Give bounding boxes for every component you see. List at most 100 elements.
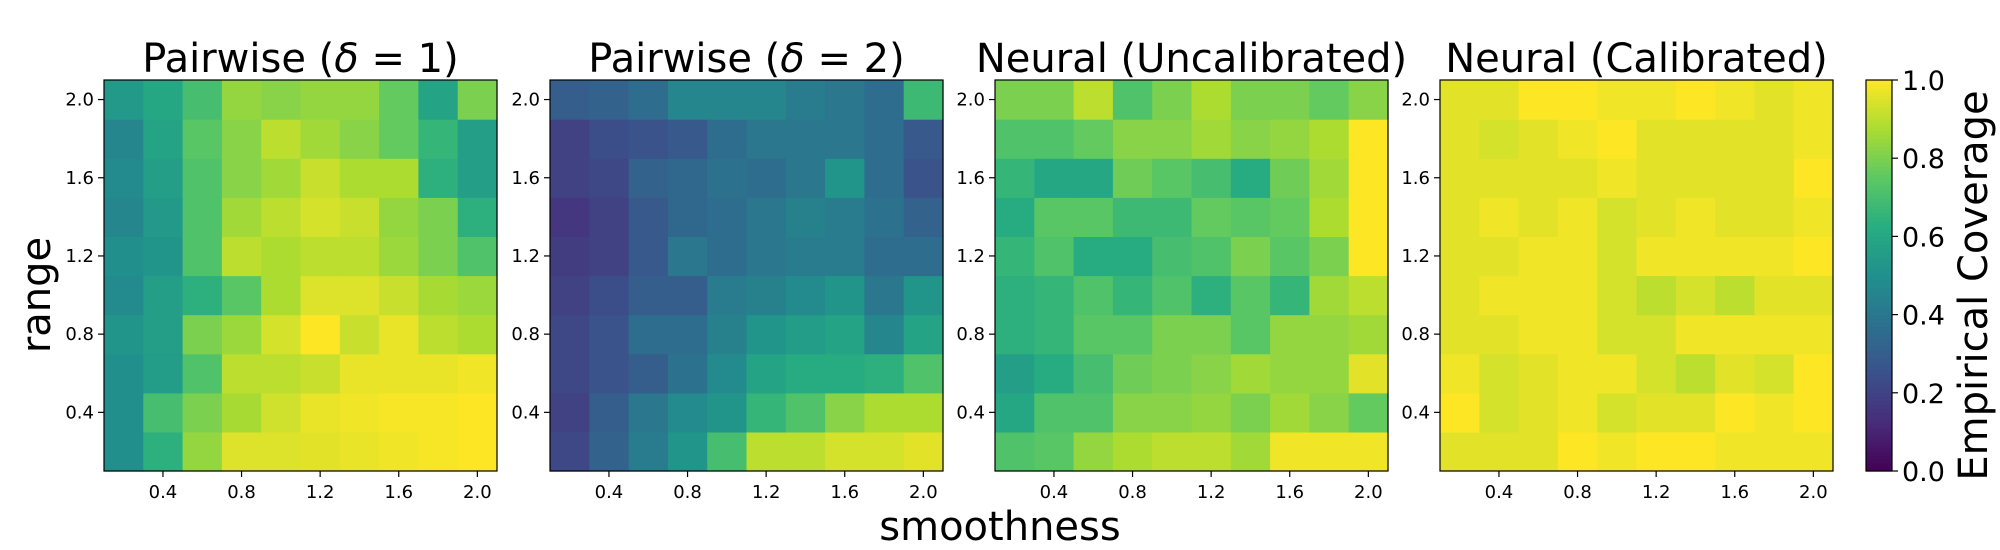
heatmap-cell xyxy=(1230,275,1271,316)
heatmap-cell xyxy=(785,353,826,394)
heatmap-cell xyxy=(1152,119,1193,159)
heatmap-cell xyxy=(379,197,419,237)
colorbar-segment xyxy=(1866,353,1892,359)
x-axis-label: smoothness xyxy=(879,504,1120,550)
heatmap-cell xyxy=(1152,197,1193,237)
x-tick-label: 2.0 xyxy=(1354,482,1383,503)
heatmap-cell xyxy=(1191,119,1232,159)
heatmap-cell xyxy=(1479,119,1520,159)
heatmap-cell xyxy=(1440,314,1480,355)
heatmap-cell xyxy=(628,353,669,394)
heatmap-cell xyxy=(1073,431,1114,472)
colorbar-segment xyxy=(1866,115,1892,120)
heatmap-cell xyxy=(1715,392,1755,433)
heatmap-cell xyxy=(1309,275,1350,316)
colorbar-segment xyxy=(1866,310,1892,316)
heatmap-cell xyxy=(995,275,1035,316)
heatmap-cell xyxy=(1152,392,1193,433)
colorbar-segment xyxy=(1866,361,1892,367)
heatmap-cell xyxy=(785,158,826,198)
colorbar-segment xyxy=(1866,134,1892,140)
heatmap-cell xyxy=(221,392,262,433)
heatmap-cell xyxy=(300,392,341,433)
heatmap-cell xyxy=(1034,158,1075,198)
heatmap-cell xyxy=(746,275,787,316)
y-tick-label: 1.2 xyxy=(956,246,985,267)
colorbar-segment xyxy=(1866,365,1892,370)
heatmap-cell xyxy=(1597,275,1638,316)
heatmap-cell xyxy=(1793,158,1834,198)
heatmap-cell xyxy=(182,392,223,433)
colorbar-segment xyxy=(1866,87,1892,93)
colorbar-segment xyxy=(1866,220,1892,226)
heatmap-cell xyxy=(418,392,459,433)
heatmap-cell xyxy=(995,197,1035,237)
heatmap-cell xyxy=(589,158,630,198)
heatmap-cell xyxy=(1518,80,1559,120)
heatmap-cell xyxy=(1715,314,1755,355)
heatmap-cell xyxy=(1557,314,1598,355)
heatmap-cell xyxy=(785,431,826,472)
panel-title: Pairwise (δ = 1) xyxy=(142,36,458,82)
heatmap-cell xyxy=(589,275,630,316)
panel-frame xyxy=(994,79,1389,472)
heatmap-cell xyxy=(1636,431,1677,472)
heatmap-cell xyxy=(1440,392,1480,433)
heatmap-cell xyxy=(1518,392,1559,433)
y-tick-label: 2.0 xyxy=(65,90,94,111)
heatmap-cell xyxy=(1309,314,1350,355)
heatmap-cell xyxy=(628,158,669,198)
y-tick-label: 2.0 xyxy=(956,90,985,111)
heatmap-cell xyxy=(1754,314,1795,355)
heatmap-cell xyxy=(457,80,498,120)
heatmap-cell xyxy=(995,314,1035,355)
heatmap-cell xyxy=(628,197,669,237)
heatmap-cell xyxy=(221,80,262,120)
colorbar-segment xyxy=(1866,427,1892,433)
heatmap-cell xyxy=(864,353,905,394)
heatmap-cell xyxy=(903,119,944,159)
y-tick-label: 1.2 xyxy=(65,246,94,267)
x-tick-label: 0.8 xyxy=(1563,482,1592,503)
heatmap-cell xyxy=(1034,314,1075,355)
colorbar-segment xyxy=(1866,298,1892,304)
x-tick-label: 0.4 xyxy=(149,482,178,503)
heatmap-cell xyxy=(1636,314,1677,355)
x-tick-label: 1.6 xyxy=(1720,482,1749,503)
colorbar-tick-label: 1.0 xyxy=(1902,66,1945,97)
heatmap-cell xyxy=(628,236,669,277)
heatmap-cell xyxy=(1440,431,1480,472)
x-tick-label: 0.8 xyxy=(673,482,702,503)
heatmap-cell xyxy=(1597,158,1638,198)
heatmap-cell xyxy=(1440,119,1480,159)
heatmap-cell xyxy=(339,119,380,159)
heatmap-cell xyxy=(1557,197,1598,237)
heatmap-cell xyxy=(589,431,630,472)
colorbar-segment xyxy=(1866,467,1892,472)
heatmap-cell xyxy=(1675,158,1716,198)
heatmap-cell xyxy=(785,314,826,355)
heatmap-cell xyxy=(457,236,498,277)
heatmap-cell xyxy=(457,392,498,433)
heatmap-cell xyxy=(825,119,865,159)
heatmap-cell xyxy=(1152,353,1193,394)
heatmap-cell xyxy=(1518,236,1559,277)
heatmap-cell xyxy=(1270,275,1310,316)
panel-title-rest: = 1) xyxy=(359,36,459,82)
heatmap-cell xyxy=(1270,80,1310,120)
heatmap-cell xyxy=(995,236,1035,277)
heatmap-cell xyxy=(667,197,708,237)
heatmap-cell xyxy=(182,431,223,472)
colorbar-segment xyxy=(1866,279,1892,284)
heatmap-cell xyxy=(1309,158,1350,198)
colorbar-segment xyxy=(1866,103,1892,108)
colorbar-segment xyxy=(1866,287,1892,292)
heatmap-cell xyxy=(1112,275,1153,316)
heatmap-cell xyxy=(182,275,223,316)
colorbar-segment xyxy=(1866,244,1892,249)
colorbar-segment xyxy=(1866,189,1892,194)
heatmap-cell xyxy=(1597,353,1638,394)
x-tick-label: 1.2 xyxy=(1197,482,1226,503)
y-tick-label: 0.4 xyxy=(956,402,985,423)
y-tick-label: 1.6 xyxy=(956,168,985,189)
